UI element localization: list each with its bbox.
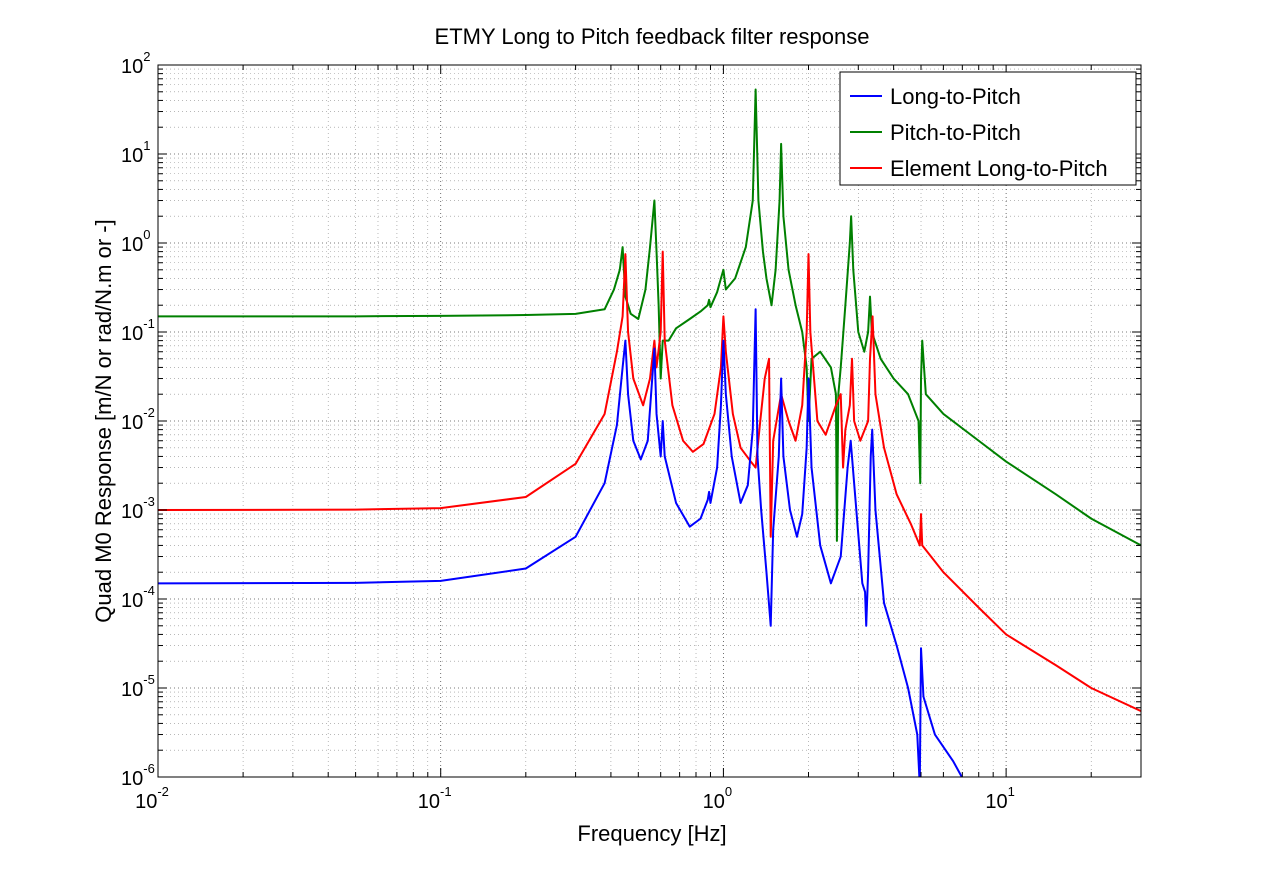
y-tick-label-exponent: -2 — [143, 405, 155, 420]
x-tick-label: 10-1 — [418, 784, 452, 813]
y-tick-label: 10-6 — [121, 761, 155, 790]
y-tick-label-base: 10 — [121, 679, 143, 701]
y-tick-label-base: 10 — [121, 234, 143, 256]
x-tick-label: 100 — [703, 784, 732, 813]
x-axis-label: Frequency [Hz] — [577, 821, 726, 846]
x-tick-label-base: 10 — [418, 791, 440, 813]
x-tick-label-exponent: -1 — [440, 784, 452, 799]
y-tick-label: 10-5 — [121, 672, 155, 701]
x-tick-label-base: 10 — [703, 791, 725, 813]
y-axis-label: Quad M0 Response [m/N or rad/N.m or -] — [91, 219, 116, 622]
y-tick-label: 102 — [121, 49, 150, 78]
legend-label-long-to-pitch: Long-to-Pitch — [890, 84, 1021, 109]
y-tick-label-exponent: -3 — [143, 494, 155, 509]
series-line-element-long-to-pitch — [158, 250, 1141, 713]
y-tick-label: 100 — [121, 227, 150, 256]
y-tick-label-base: 10 — [121, 145, 143, 167]
chart-title: ETMY Long to Pitch feedback filter respo… — [435, 24, 870, 49]
legend-label-pitch-to-pitch: Pitch-to-Pitch — [890, 120, 1021, 145]
y-tick-label-exponent: -5 — [143, 672, 155, 687]
y-tick-label: 10-2 — [121, 405, 155, 434]
y-tick-label-exponent: -4 — [143, 583, 155, 598]
y-tick-label-exponent: -6 — [143, 761, 155, 776]
y-tick-label-exponent: 0 — [143, 227, 150, 242]
legend-box — [839, 71, 1137, 186]
y-tick-label: 10-4 — [121, 583, 155, 612]
y-tick-label-exponent: -1 — [143, 316, 155, 331]
y-tick-label-base: 10 — [121, 590, 143, 612]
x-tick-label-base: 10 — [985, 791, 1007, 813]
y-tick-label-exponent: 2 — [143, 49, 150, 64]
y-tick-label: 101 — [121, 138, 150, 167]
x-tick-label: 101 — [985, 784, 1014, 813]
x-tick-label-exponent: 0 — [725, 784, 732, 799]
legend: Long-to-Pitch Pitch-to-Pitch Element Lon… — [839, 71, 1137, 186]
x-tick-label: 10-2 — [135, 784, 169, 813]
y-tick-label-exponent: 1 — [143, 138, 150, 153]
x-tick-label-exponent: 1 — [1008, 784, 1015, 799]
y-tick-label-base: 10 — [121, 501, 143, 523]
y-tick-label-base: 10 — [121, 56, 143, 78]
series-line-long-to-pitch — [158, 308, 963, 777]
series-group — [158, 88, 1141, 777]
y-tick-label-base: 10 — [121, 768, 143, 790]
y-tick-label-base: 10 — [121, 412, 143, 434]
x-axis-tick-labels: 10-2 10-1 100 101 — [135, 784, 1015, 813]
axis-ticks — [157, 64, 1142, 778]
series-line-pitch-to-pitch — [158, 88, 1141, 547]
y-tick-label: 10-1 — [121, 316, 155, 345]
legend-label-element-long-to-pitch: Element Long-to-Pitch — [890, 156, 1108, 181]
x-tick-label-exponent: -2 — [157, 784, 169, 799]
y-tick-label: 10-3 — [121, 494, 155, 523]
x-tick-label-base: 10 — [135, 791, 157, 813]
y-tick-label-base: 10 — [121, 323, 143, 345]
